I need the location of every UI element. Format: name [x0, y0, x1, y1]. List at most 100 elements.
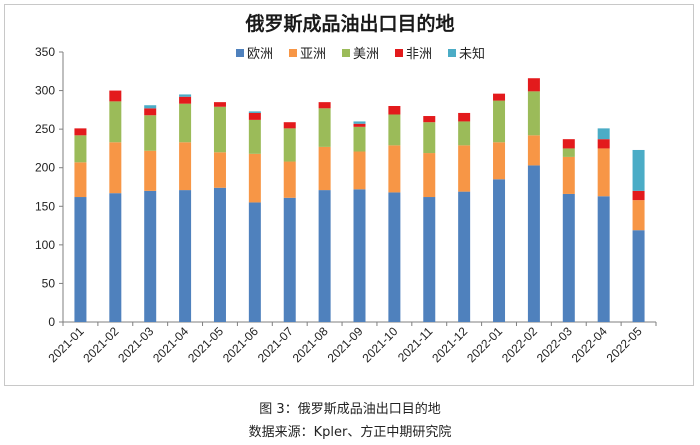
bar-segment: [179, 142, 192, 191]
bar-segment: [109, 142, 122, 194]
bar-segment: [632, 200, 645, 231]
y-tick-label: 350: [35, 45, 55, 59]
bar-segment: [144, 115, 157, 151]
bar-segment: [353, 151, 366, 190]
bar-segment: [248, 153, 261, 203]
bar-segment: [597, 196, 610, 322]
bar-segment: [109, 90, 122, 102]
bar-segment: [597, 128, 610, 140]
legend-label: 美洲: [353, 47, 379, 62]
bars: [74, 78, 645, 322]
bar-segment: [248, 119, 261, 154]
bar-segment: [632, 190, 645, 201]
bar-segment: [248, 202, 261, 322]
bar-segment: [388, 192, 401, 322]
bar-segment: [458, 121, 471, 146]
figure-caption: 图 3：俄罗斯成品油出口目的地: [259, 402, 441, 417]
bar-segment: [144, 190, 157, 322]
bar-segment: [179, 94, 192, 97]
x-tick-label: 2022-03: [534, 324, 575, 365]
bar-segment: [144, 105, 157, 109]
bar-segment: [562, 156, 575, 194]
bar-segment: [318, 102, 331, 109]
bar-segment: [179, 96, 192, 104]
x-tick-label: 2021-12: [429, 324, 470, 365]
y-tick-label: 150: [35, 199, 55, 213]
bar-segment: [527, 91, 540, 136]
bar-segment: [562, 139, 575, 149]
bar-segment: [388, 145, 401, 193]
legend-label: 未知: [459, 46, 485, 62]
bar-segment: [458, 191, 471, 322]
x-tick-label: 2021-04: [150, 324, 191, 365]
y-tick-label: 50: [42, 276, 56, 290]
bar-segment: [458, 112, 471, 122]
bar-segment: [283, 197, 296, 322]
bar-segment: [353, 126, 366, 152]
legend-swatch: [236, 49, 244, 57]
x-tick-label: 2021-11: [395, 324, 436, 365]
bar-segment: [248, 111, 261, 113]
bar-segment: [283, 122, 296, 129]
legend-label: 欧洲: [247, 47, 273, 62]
legend-swatch: [342, 49, 350, 57]
x-tick-label: 2022-02: [499, 324, 540, 365]
bar-segment: [179, 190, 192, 322]
legend-swatch: [395, 49, 403, 57]
x-tick-label: 2021-01: [46, 324, 87, 365]
bar-segment: [493, 142, 506, 180]
bar-segment: [423, 153, 436, 198]
bar-segment: [423, 116, 436, 123]
legend-swatch: [448, 49, 456, 57]
bar-segment: [318, 146, 331, 191]
bar-segment: [144, 108, 157, 116]
x-tick-label: 2022-05: [604, 324, 645, 365]
bar-segment: [527, 165, 540, 322]
bar-segment: [353, 189, 366, 322]
bar-segment: [493, 179, 506, 322]
bar-segment: [388, 114, 401, 146]
bar-segment: [423, 197, 436, 322]
legend-label: 亚洲: [300, 47, 326, 62]
bar-segment: [213, 106, 226, 153]
bar-segment: [144, 150, 157, 191]
x-tick-label: 2021-05: [185, 324, 226, 365]
bar-segment: [562, 148, 575, 157]
x-tick-label: 2022-04: [569, 324, 610, 365]
y-tick-label: 100: [35, 238, 55, 252]
bar-segment: [388, 106, 401, 115]
stacked-bar-chart: 俄罗斯成品油出口目的地 欧洲 亚洲 美洲 非洲 未知 0 50 100 150 200 250 30…: [35, 12, 657, 365]
legend-swatch: [289, 49, 297, 57]
x-tick-label: 2021-06: [220, 324, 261, 365]
bar-segment: [353, 123, 366, 127]
bar-segment: [213, 102, 226, 107]
bar-segment: [109, 193, 122, 322]
bar-segment: [493, 100, 506, 143]
bar-segment: [458, 145, 471, 192]
bar-segment: [597, 148, 610, 197]
bar-segment: [74, 135, 87, 163]
x-tick-label: 2021-10: [359, 324, 400, 365]
bar-segment: [283, 161, 296, 198]
bar-segment: [632, 149, 645, 191]
x-tick-label: 2021-07: [255, 324, 296, 365]
legend-label: 非洲: [406, 47, 432, 62]
y-tick-label: 200: [35, 161, 55, 175]
bar-segment: [527, 135, 540, 166]
x-tick-label: 2021-03: [115, 324, 156, 365]
bar-segment: [74, 197, 87, 322]
bar-segment: [248, 112, 261, 120]
x-tick-label: 2021-08: [290, 324, 331, 365]
bar-segment: [179, 103, 192, 143]
legend: 欧洲 亚洲 美洲 非洲 未知: [236, 46, 485, 62]
x-tick-label: 2022-01: [464, 324, 505, 365]
bar-segment: [318, 108, 331, 147]
bar-segment: [562, 193, 575, 322]
bar-segment: [318, 190, 331, 322]
y-tick-label: 0: [48, 315, 55, 329]
y-tick-label: 250: [35, 122, 55, 136]
bar-segment: [283, 128, 296, 162]
bar-segment: [213, 187, 226, 322]
bar-segment: [74, 162, 87, 198]
bar-segment: [213, 152, 226, 188]
